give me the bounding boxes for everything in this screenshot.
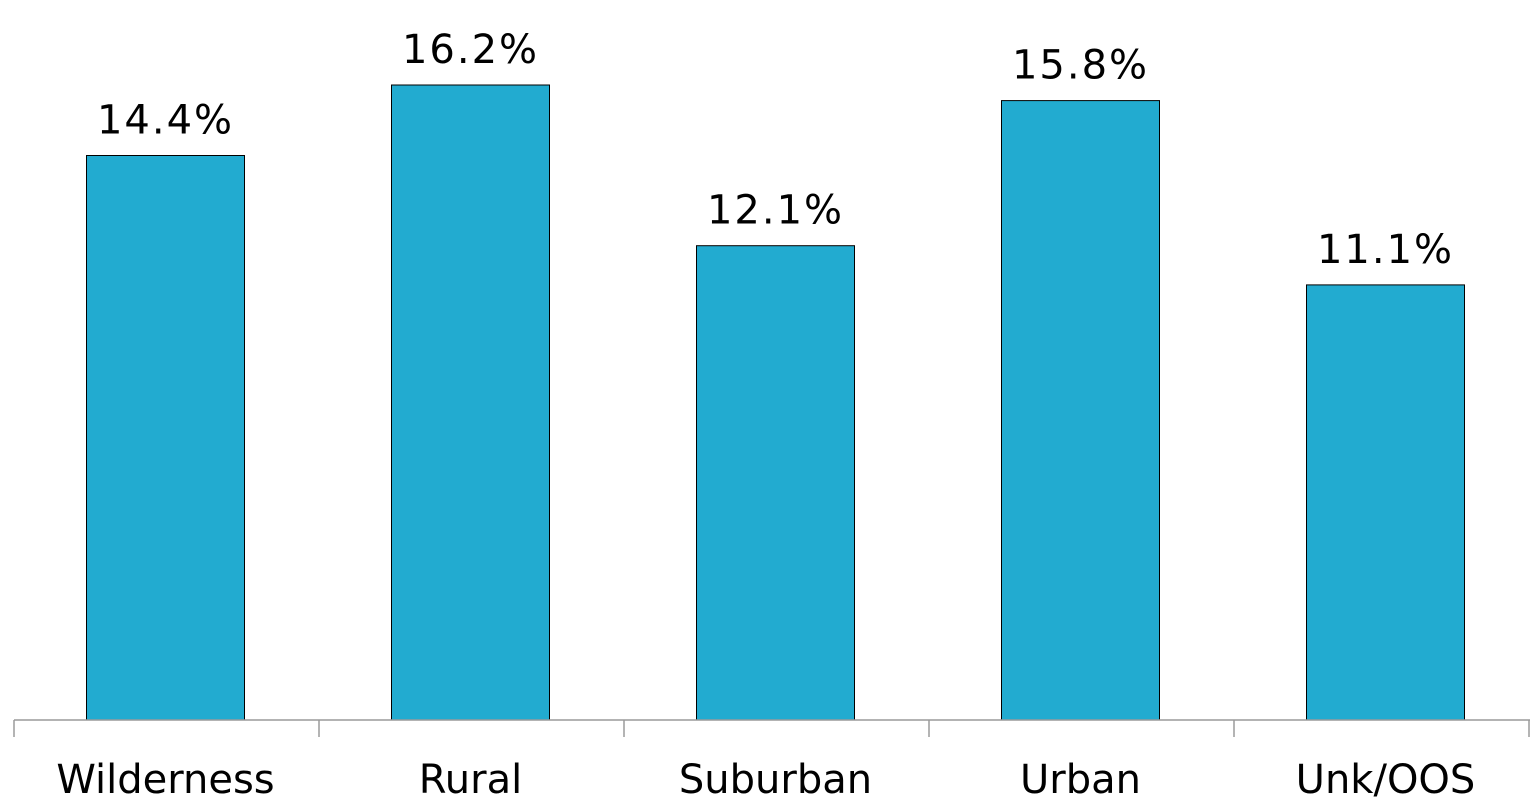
data-label: 15.8% <box>1012 43 1149 89</box>
bar-wilderness <box>86 155 245 721</box>
category-label: Wilderness <box>56 757 274 803</box>
bar-unk-oos <box>1306 284 1465 721</box>
data-label: 12.1% <box>707 188 844 234</box>
category-label: Rural <box>419 757 522 803</box>
x-axis <box>13 719 1530 737</box>
data-label: 16.2% <box>402 27 539 73</box>
category-labels-group: Wilderness Rural Suburban Urban Unk/OOS <box>56 757 1475 803</box>
bars-group <box>86 84 1465 721</box>
category-label: Suburban <box>679 757 872 803</box>
bar-suburban <box>696 245 855 721</box>
value-labels-group: 14.4% 16.2% 12.1% 15.8% 11.1% <box>97 27 1454 273</box>
data-label: 14.4% <box>97 98 234 144</box>
bar-rural <box>391 84 550 721</box>
category-label: Urban <box>1020 757 1141 803</box>
bar-urban <box>1001 100 1160 721</box>
category-label: Unk/OOS <box>1296 757 1476 803</box>
data-label: 11.1% <box>1317 227 1454 273</box>
